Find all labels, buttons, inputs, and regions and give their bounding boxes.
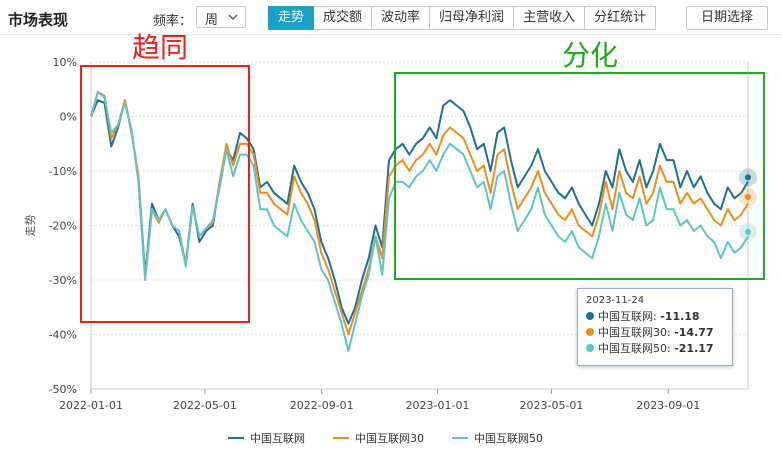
tooltip-row: 中国互联网: -11.18 xyxy=(586,309,724,325)
tab-dividends[interactable]: 分红统计 xyxy=(585,6,657,30)
annotation-diverge: 分化 xyxy=(562,39,619,72)
series-line-0 xyxy=(90,99,749,325)
legend-label: 中国互联网 xyxy=(250,432,305,445)
x-tick-label: 2022-05-01 xyxy=(173,399,237,412)
tooltip-value: -14.77 xyxy=(674,326,714,339)
date-select-button[interactable]: 日期选择 xyxy=(686,6,768,30)
legend-label: 中国互联网30 xyxy=(355,432,424,445)
tooltip-value: -21.17 xyxy=(674,342,714,355)
tooltip-dot xyxy=(586,312,594,320)
x-tick-label: 2022-09-01 xyxy=(290,399,354,412)
frequency-select[interactable]: 周 xyxy=(196,6,246,28)
annotation-box-converge xyxy=(80,65,250,323)
annotation-box-diverge xyxy=(394,72,765,280)
tooltip-date: 2023-11-24 xyxy=(586,295,645,306)
x-tick-label: 2023-01-01 xyxy=(406,399,470,412)
legend-swatch xyxy=(333,437,349,439)
tooltip-value: -11.18 xyxy=(660,310,700,323)
tooltip-label: 中国互联网30: xyxy=(598,326,671,339)
tooltip-label: 中国互联网: xyxy=(598,310,657,323)
tooltip-dot xyxy=(586,328,594,336)
tooltip-label: 中国互联网50: xyxy=(598,342,671,355)
tooltip-dot xyxy=(586,344,594,352)
y-tick-label: -30% xyxy=(49,274,77,287)
x-tick-label: 2022-01-01 xyxy=(59,399,123,412)
highlight-point xyxy=(745,193,751,200)
chevron-down-icon xyxy=(228,14,238,20)
x-tick-label: 2023-09-01 xyxy=(636,399,700,412)
tab-revenue[interactable]: 主营收入 xyxy=(514,6,586,30)
y-tick-label: -10% xyxy=(49,165,77,178)
tab-turnover[interactable]: 成交额 xyxy=(314,6,373,30)
legend-label: 中国互联网50 xyxy=(474,432,543,445)
annotation-converge: 趋同 xyxy=(132,31,189,64)
y-tick-label: -20% xyxy=(49,220,77,233)
chart-legend: 中国互联网 中国互联网30 中国互联网50 xyxy=(228,430,571,446)
legend-item[interactable]: 中国互联网50 xyxy=(452,430,543,446)
y-tick-label: -50% xyxy=(49,383,77,396)
tab-volatility[interactable]: 波动率 xyxy=(372,6,431,30)
tab-trend[interactable]: 走势 xyxy=(268,6,315,30)
page-title: 市场表现 xyxy=(8,11,69,29)
chart-tooltip: 2023-11-24 中国互联网: -11.18 中国互联网30: -14.77… xyxy=(577,288,733,366)
y-tick-label: 10% xyxy=(53,56,77,69)
legend-item[interactable]: 中国互联网30 xyxy=(333,430,424,446)
tooltip-row: 中国互联网30: -14.77 xyxy=(586,325,724,341)
legend-swatch xyxy=(228,437,244,439)
frequency-label: 频率： xyxy=(153,14,193,29)
header-bar: 市场表现 频率： 周 走势 成交额 波动率 归母净利润 主营收入 分红统计 日期… xyxy=(0,0,782,35)
metric-tabs: 走势 成交额 波动率 归母净利润 主营收入 分红统计 xyxy=(268,6,657,30)
y-tick-label: 0% xyxy=(60,111,77,124)
y-axis-label: 走势 xyxy=(24,215,37,237)
highlight-point xyxy=(745,174,751,181)
series-line-2 xyxy=(90,91,749,352)
highlight-point xyxy=(745,228,751,235)
tooltip-row: 中国互联网50: -21.17 xyxy=(586,341,724,357)
y-tick-label: -40% xyxy=(49,329,77,342)
tab-net-profit[interactable]: 归母净利润 xyxy=(430,6,515,30)
legend-swatch xyxy=(452,437,468,439)
frequency-value: 周 xyxy=(205,13,219,28)
x-tick-label: 2023-05-01 xyxy=(520,399,584,412)
legend-item[interactable]: 中国互联网 xyxy=(228,430,305,446)
